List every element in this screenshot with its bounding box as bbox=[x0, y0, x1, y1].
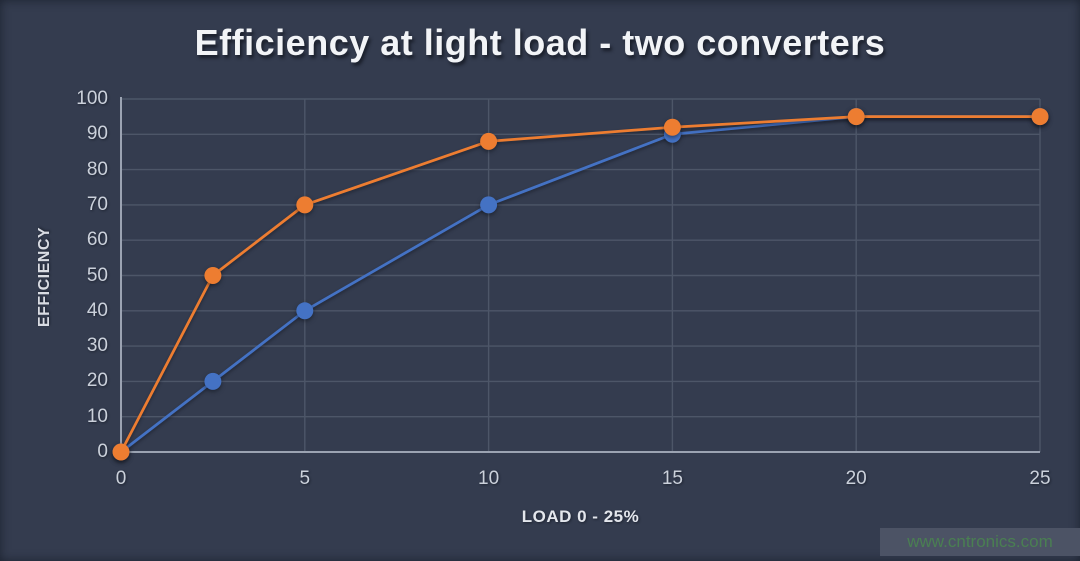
data-point-marker-orange-converter bbox=[1031, 108, 1049, 126]
watermark: www.cntronics.com bbox=[880, 528, 1080, 556]
chart-title: Efficiency at light load - two converter… bbox=[194, 22, 886, 63]
data-point-marker-blue-converter bbox=[296, 302, 314, 320]
y-tick-label: 100 bbox=[76, 88, 108, 109]
x-tick-label: 20 bbox=[845, 468, 867, 489]
x-tick-label: 0 bbox=[115, 468, 127, 489]
y-tick-label: 70 bbox=[86, 193, 108, 215]
data-point-marker-orange-converter bbox=[847, 108, 865, 126]
data-point-marker-orange-converter bbox=[204, 267, 222, 284]
y-tick-label: 30 bbox=[86, 335, 108, 357]
series-line-blue-converter bbox=[120, 115, 1040, 454]
x-tick-label: 25 bbox=[1029, 468, 1051, 489]
y-axis-title: EFFICIENCY bbox=[36, 226, 53, 328]
data-point-marker-blue-converter bbox=[480, 196, 498, 214]
y-tick-label: 80 bbox=[86, 158, 108, 180]
y-tick-label: 50 bbox=[86, 264, 108, 286]
x-tick-label: 5 bbox=[299, 468, 311, 489]
data-point-marker-orange-converter bbox=[663, 118, 681, 136]
y-tick-label: 90 bbox=[86, 123, 108, 145]
series-line-orange-converter bbox=[119, 115, 1040, 453]
y-tick-label: 20 bbox=[86, 370, 108, 392]
data-point-marker-orange-converter bbox=[480, 132, 498, 150]
data-point-marker-orange-converter bbox=[112, 443, 130, 461]
data-point-marker-blue-converter bbox=[204, 372, 222, 390]
y-tick-label: 0 bbox=[97, 441, 108, 462]
data-point-marker-orange-converter bbox=[296, 196, 314, 214]
x-tick-label: 10 bbox=[478, 468, 500, 489]
y-tick-label: 10 bbox=[86, 405, 108, 427]
y-tick-label: 40 bbox=[86, 299, 108, 321]
x-axis-title: LOAD 0 - 25% bbox=[521, 507, 640, 526]
y-tick-label: 60 bbox=[86, 229, 108, 251]
watermark-text: www.cntronics.com bbox=[907, 532, 1053, 551]
x-tick-label: 15 bbox=[661, 468, 683, 489]
